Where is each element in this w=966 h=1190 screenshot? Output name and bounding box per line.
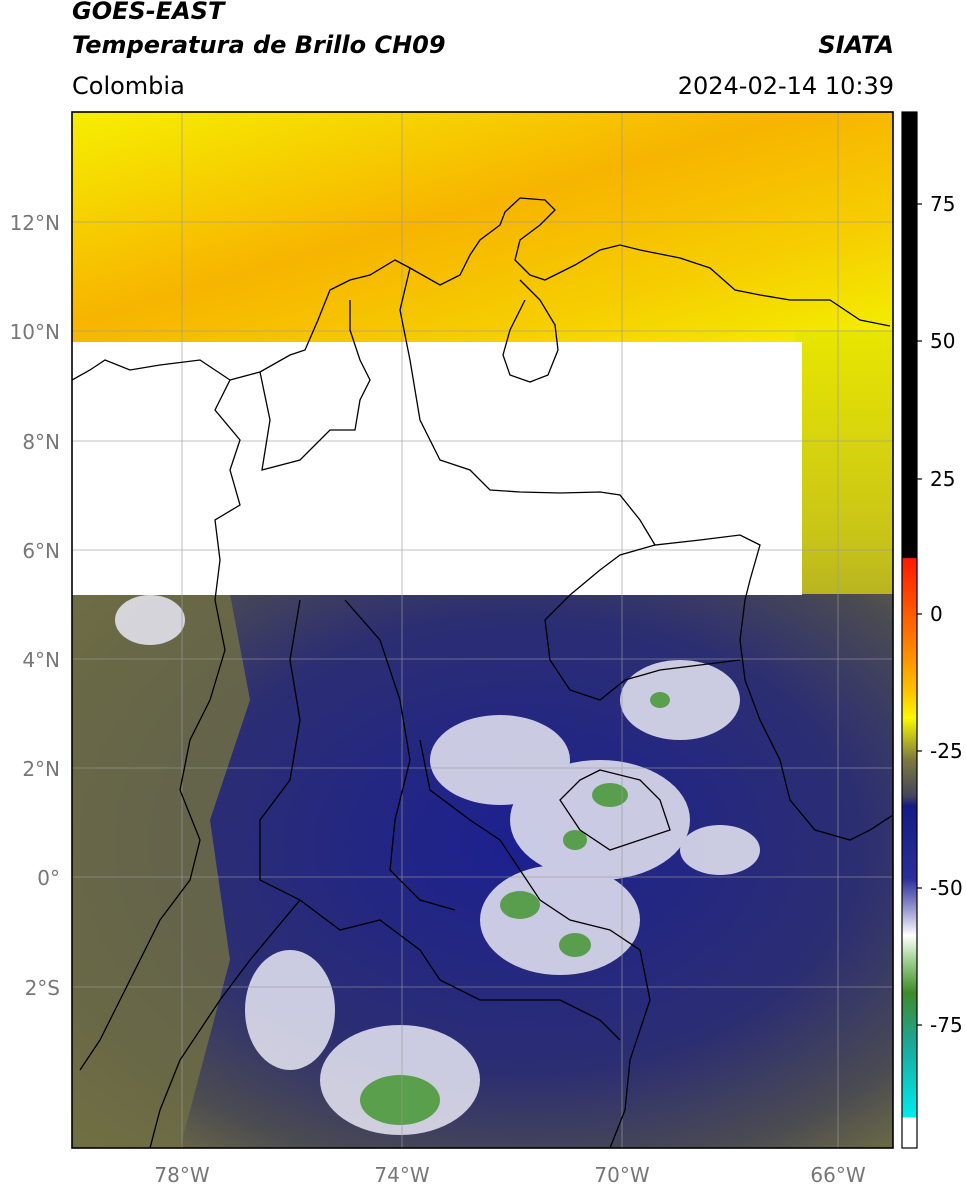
coastlines-borders <box>72 197 893 1148</box>
colorbar-tick-label: -50 <box>930 876 963 900</box>
colorbar-tick-label: 25 <box>930 467 955 491</box>
colorbar-tick-label: 75 <box>930 192 955 216</box>
datetime-label: 2024-02-14 10:39 <box>677 72 894 100</box>
lat-tick-label: 6°N <box>22 539 60 563</box>
satellite-title: GOES-EAST <box>72 0 225 25</box>
lat-axis: 12°N 10°N 8°N 6°N 4°N 2°N 0° 2°S <box>10 211 60 1000</box>
lat-tick-label: 10°N <box>10 320 60 344</box>
lon-tick-label: 70°W <box>594 1163 649 1187</box>
map-frame <box>71 111 894 1149</box>
lat-tick-label: 2°S <box>25 976 60 1000</box>
lat-tick-label: 2°N <box>22 757 60 781</box>
colorbar-tick-label: -25 <box>930 739 963 763</box>
colorbar-frame <box>901 111 918 1149</box>
lon-tick-label: 74°W <box>374 1163 429 1187</box>
region-label: Colombia <box>72 72 185 100</box>
graticule <box>72 112 893 1148</box>
colorbar-tick-label: 50 <box>930 329 955 353</box>
missing-data-band <box>72 342 802 595</box>
lat-tick-label: 12°N <box>10 211 60 235</box>
agency-label: SIATA <box>818 31 894 59</box>
colorbar: 75 50 25 0 -25 -50 -75 <box>901 111 963 1149</box>
lat-tick-label: 4°N <box>22 648 60 672</box>
product-title: Temperatura de Brillo CH09 <box>72 31 446 59</box>
lat-tick-label: 8°N <box>22 430 60 454</box>
lon-tick-label: 66°W <box>810 1163 865 1187</box>
colorbar-ramp <box>902 112 917 1148</box>
map-image <box>72 112 893 1148</box>
lat-tick-label: 0° <box>37 866 60 890</box>
lon-tick-label: 78°W <box>154 1163 209 1187</box>
lon-axis: 78°W 74°W 70°W 66°W <box>154 1163 865 1187</box>
colorbar-tick-label: 0 <box>930 602 943 626</box>
colorbar-tick-label: -75 <box>930 1013 963 1037</box>
